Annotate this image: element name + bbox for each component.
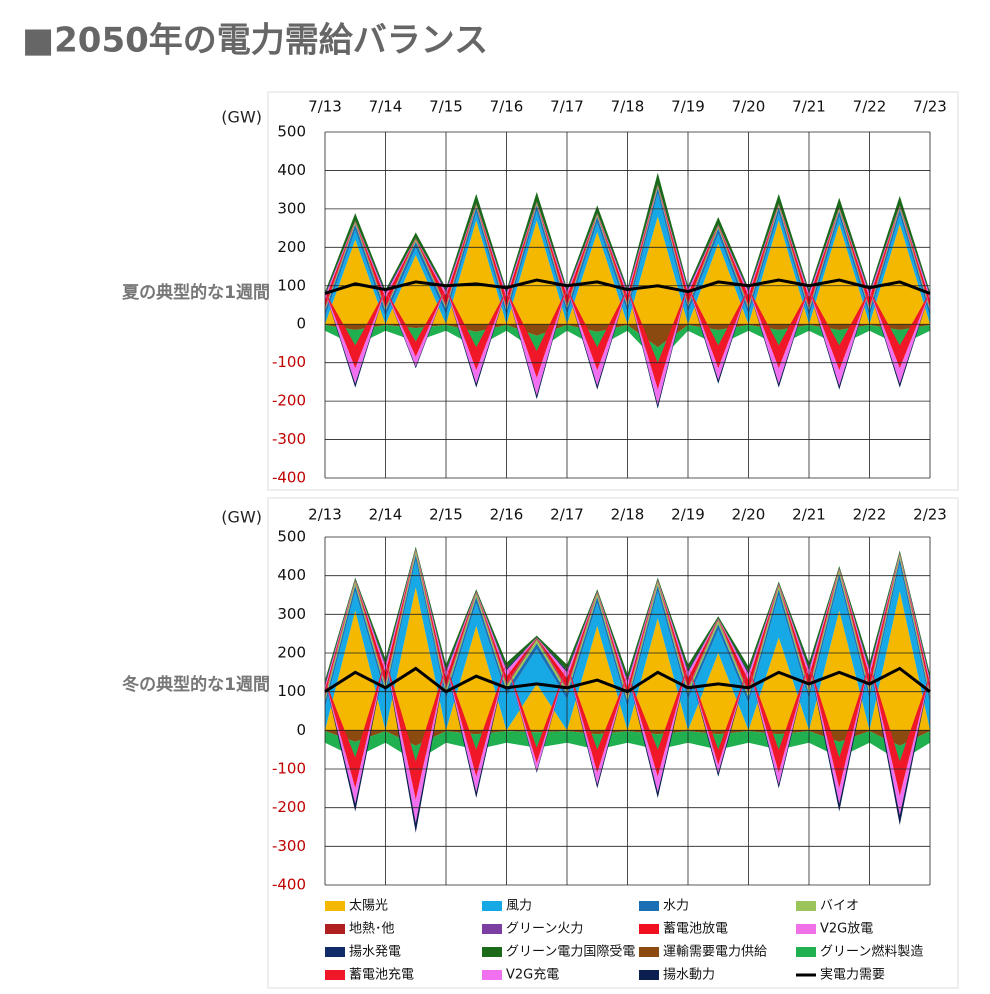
- legend-swatch: [796, 947, 816, 957]
- x-tick-label: 2/16: [490, 506, 524, 524]
- legend-swatch: [325, 947, 345, 957]
- y-tick-label: -100: [272, 353, 306, 371]
- line: [324, 666, 931, 694]
- x-tick-label: 7/14: [369, 98, 403, 116]
- legend-label: V2G充電: [506, 967, 559, 983]
- legend-swatch: [482, 947, 502, 957]
- legend-label: グリーン燃料製造: [820, 944, 923, 960]
- legend-swatch: [796, 901, 816, 911]
- y-unit: (GW): [221, 508, 262, 527]
- x-tick-label: 7/13: [308, 98, 342, 116]
- x-tick-label: 2/19: [671, 506, 705, 524]
- legend-swatch: [482, 970, 502, 980]
- legend-label: 蓄電池放電: [663, 922, 728, 937]
- panel-label: 冬の典型的な1週間: [122, 674, 270, 695]
- legend-swatch: [325, 901, 345, 911]
- x-tick-label: 2/20: [732, 506, 766, 524]
- area: [325, 587, 930, 731]
- area: [325, 730, 930, 746]
- line: [324, 278, 931, 295]
- x-tick-label: 7/15: [429, 98, 463, 116]
- y-tick-label: -300: [272, 837, 306, 855]
- area: [325, 324, 930, 363]
- page-title: ■2050年の電力需給バランス: [22, 21, 488, 61]
- y-tick-label: 500: [277, 123, 306, 141]
- legend-label: 地熱･他: [349, 922, 395, 937]
- y-tick-label: 100: [277, 682, 306, 700]
- y-tick-label: 400: [277, 161, 306, 179]
- legend-swatch: [639, 947, 659, 957]
- legend-label: 揚水発電: [349, 944, 401, 960]
- legend-label: 風力: [506, 899, 532, 914]
- x-tick-label: 2/18: [611, 506, 645, 524]
- legend-label: 蓄電池充電: [349, 967, 414, 983]
- panel-label: 夏の典型的な1週間: [122, 282, 270, 303]
- y-tick-label: -100: [272, 760, 306, 778]
- y-unit: (GW): [221, 108, 262, 127]
- y-tick-label: -200: [272, 392, 306, 410]
- x-tick-label: 2/13: [308, 506, 342, 524]
- legend-swatch: [639, 924, 659, 934]
- legend-swatch: [482, 924, 502, 934]
- x-tick-label: 7/20: [732, 98, 766, 116]
- x-tick-label: 2/15: [429, 506, 463, 524]
- y-tick-label: 200: [277, 238, 306, 256]
- legend-swatch: [639, 970, 659, 980]
- area: [325, 216, 930, 325]
- legend-label: 水力: [663, 899, 689, 914]
- y-tick-label: 0: [296, 315, 306, 333]
- x-tick-label: 2/22: [853, 506, 887, 524]
- y-tick-label: -200: [272, 798, 306, 816]
- x-tick-label: 2/14: [369, 506, 403, 524]
- area: [325, 550, 930, 702]
- y-tick-label: 300: [277, 199, 306, 217]
- legend-label: グリーン火力: [506, 922, 583, 937]
- y-tick-label: 300: [277, 605, 306, 623]
- x-tick-label: 2/21: [792, 506, 826, 524]
- x-tick-label: 7/17: [550, 98, 584, 116]
- y-tick-label: 0: [296, 721, 306, 739]
- y-tick-label: -400: [272, 469, 306, 487]
- area: [325, 286, 930, 405]
- legend-swatch: [482, 901, 502, 911]
- y-tick-label: -300: [272, 430, 306, 448]
- x-tick-label: 2/23: [913, 506, 947, 524]
- y-tick-label: 100: [277, 276, 306, 294]
- x-tick-label: 7/21: [792, 98, 826, 116]
- y-tick-label: 400: [277, 566, 306, 584]
- x-tick-label: 7/23: [913, 98, 947, 116]
- area: [325, 658, 930, 824]
- legend-label: グリーン電力国際受電: [506, 945, 635, 960]
- area: [325, 554, 930, 708]
- legend-label: 実電力需要: [820, 967, 885, 983]
- x-tick-label: 7/22: [853, 98, 887, 116]
- x-tick-label: 7/19: [671, 98, 705, 116]
- legend-label: バイオ: [820, 899, 859, 914]
- legend-label: 運輸需要電力供給: [663, 945, 767, 960]
- legend-swatch: [639, 901, 659, 911]
- area: [325, 731, 930, 762]
- area: [325, 286, 930, 390]
- legend-swatch: [325, 924, 345, 934]
- legend-label: 揚水動力: [663, 967, 715, 983]
- y-tick-label: 200: [277, 644, 306, 662]
- area: [325, 658, 930, 800]
- y-tick-label: -400: [272, 876, 306, 894]
- x-tick-label: 2/17: [550, 506, 584, 524]
- x-tick-label: 7/16: [490, 98, 524, 116]
- legend-swatch: [796, 924, 816, 934]
- area: [325, 172, 930, 294]
- legend-swatch: [325, 970, 345, 980]
- y-tick-label: 500: [277, 528, 306, 546]
- x-tick-label: 7/18: [611, 98, 645, 116]
- legend-label: V2G放電: [820, 922, 873, 937]
- legend-label: 太陽光: [349, 899, 388, 914]
